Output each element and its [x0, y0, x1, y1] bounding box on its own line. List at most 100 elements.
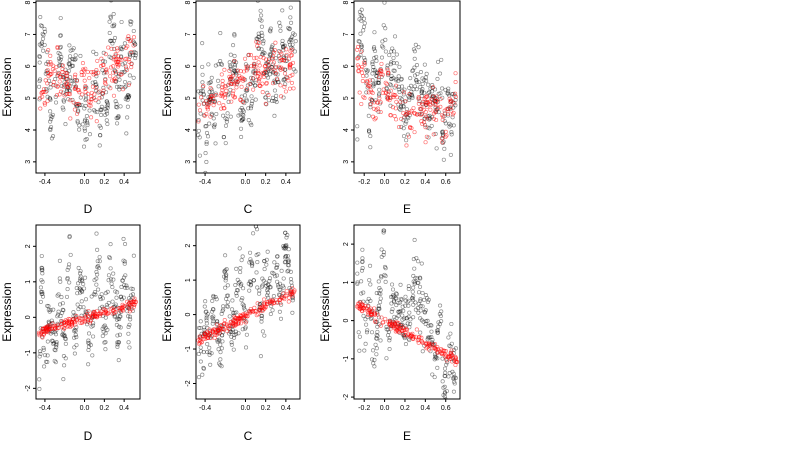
data-point [383, 91, 388, 96]
data-point [96, 90, 101, 95]
y-tick-label: 0 [343, 319, 350, 323]
data-point [284, 244, 289, 249]
data-point [86, 331, 92, 336]
data-point [66, 316, 71, 321]
data-point [243, 325, 248, 330]
data-point [89, 115, 94, 120]
data-point [418, 276, 423, 281]
data-point [38, 77, 43, 82]
data-point [240, 108, 245, 113]
data-point [276, 48, 282, 54]
data-point [371, 67, 376, 73]
data-point [42, 353, 48, 358]
x-tick-label: -0.4 [199, 405, 211, 412]
data-point [272, 88, 277, 93]
data-point [355, 47, 360, 52]
data-point [388, 83, 394, 88]
data-point [451, 91, 456, 96]
data-point [406, 284, 411, 289]
data-point [120, 304, 125, 309]
data-point [254, 78, 259, 83]
data-point [416, 45, 421, 50]
x-tick-label: 0.6 [441, 405, 451, 412]
data-point [255, 74, 260, 79]
data-point [118, 314, 123, 319]
data-point [70, 47, 75, 53]
data-point [282, 245, 287, 250]
data-point [248, 257, 253, 262]
data-point [55, 314, 60, 319]
data-point [276, 283, 281, 288]
data-point [80, 92, 85, 97]
x-tick-label: 0.4 [119, 405, 129, 412]
data-point [96, 100, 101, 105]
data-point [405, 300, 410, 305]
data-point [416, 301, 421, 306]
data-point [67, 234, 72, 239]
data-point [103, 112, 108, 118]
data-point [258, 8, 263, 13]
data-point [59, 83, 64, 89]
data-point [414, 87, 419, 92]
y-tick-label: 7 [25, 32, 32, 36]
data-point [232, 32, 237, 37]
data-point [243, 326, 248, 331]
data-point [408, 317, 413, 322]
data-point [243, 62, 248, 67]
data-point [269, 301, 274, 306]
data-point [416, 290, 422, 295]
data-point [224, 88, 229, 93]
data-point [57, 79, 62, 84]
data-point [224, 304, 229, 309]
data-point [287, 27, 292, 32]
data-point [451, 389, 456, 394]
data-point [419, 89, 424, 94]
data-point [366, 84, 371, 89]
data-point [360, 259, 365, 264]
data-point [231, 322, 236, 327]
data-point [207, 345, 212, 350]
data-point [202, 101, 207, 106]
data-point [357, 348, 362, 353]
data-point [48, 109, 53, 114]
data-point [406, 134, 412, 139]
data-point [442, 391, 447, 396]
data-point [278, 24, 283, 29]
plot-frame [35, 224, 141, 400]
data-point [122, 61, 127, 66]
data-point [54, 345, 59, 350]
data-point [435, 76, 440, 81]
data-point [252, 56, 257, 61]
data-point [412, 130, 417, 135]
data-point [274, 300, 279, 305]
data-point [368, 316, 374, 321]
data-point [402, 316, 407, 321]
data-point [127, 93, 132, 98]
data-point [392, 314, 397, 319]
data-point [383, 26, 388, 31]
data-point [252, 62, 257, 67]
data-point [53, 348, 58, 353]
data-point [286, 299, 291, 304]
data-point [65, 277, 70, 282]
data-point [408, 92, 413, 97]
data-point [389, 49, 394, 54]
data-point [377, 306, 382, 311]
data-point [114, 317, 119, 322]
data-point [83, 83, 88, 89]
data-point [110, 24, 115, 29]
data-point [391, 55, 396, 61]
data-point [244, 98, 249, 103]
data-point [267, 72, 273, 77]
data-point [198, 345, 203, 350]
data-point [281, 285, 286, 290]
data-point [105, 101, 110, 106]
data-point [116, 115, 121, 120]
data-point [283, 245, 288, 250]
data-point [428, 116, 433, 121]
data-point [104, 99, 109, 104]
data-point [129, 286, 134, 291]
data-point [111, 93, 117, 98]
data-point [219, 311, 224, 316]
data-point [200, 64, 205, 69]
